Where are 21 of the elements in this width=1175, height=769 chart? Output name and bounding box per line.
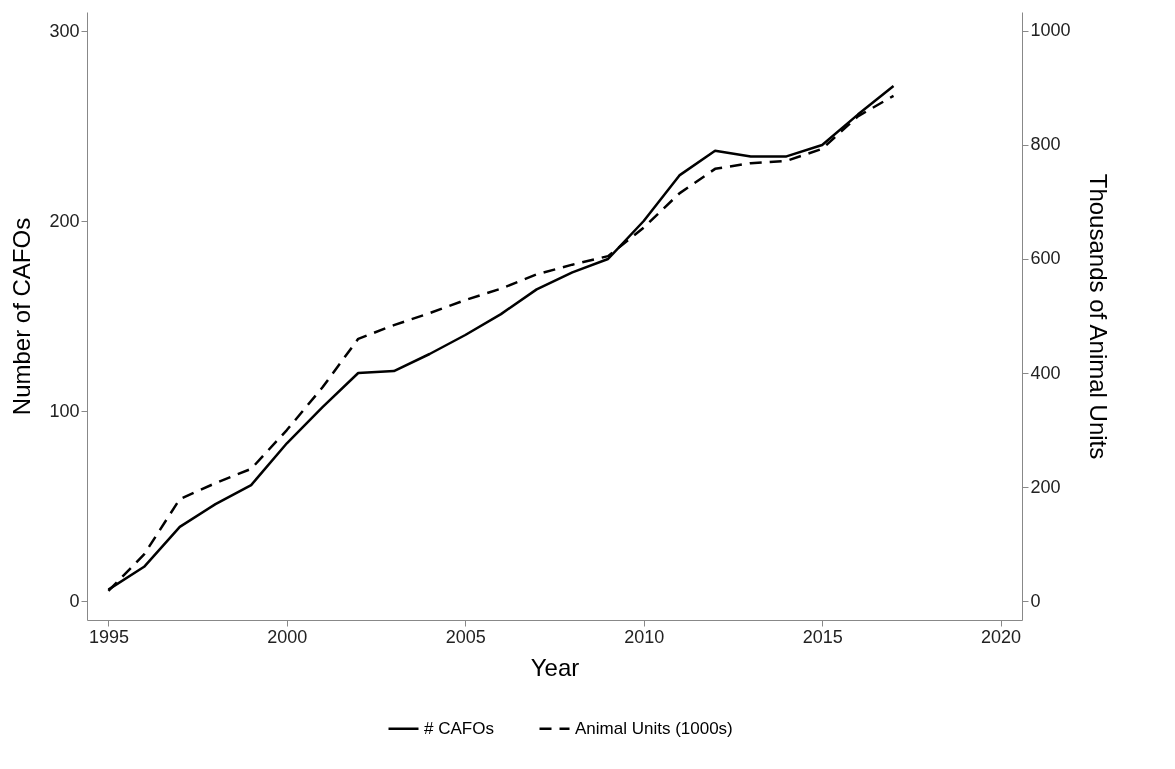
y2-axis-title: Thousands of Animal Units	[1084, 173, 1112, 460]
y2-tick-label: 600	[1030, 248, 1061, 269]
y-tick-label: 300	[49, 20, 80, 41]
y2-tick-label: 400	[1030, 362, 1061, 383]
y-tick-label: 100	[49, 400, 80, 421]
legend-label: # CAFOs	[424, 718, 494, 738]
x-tick-label: 2010	[624, 626, 665, 647]
y-tick-label: 200	[49, 210, 80, 231]
x-tick-label: 2020	[981, 626, 1022, 647]
y2-tick-label: 200	[1030, 476, 1061, 497]
legend-label: Animal Units (1000s)	[575, 718, 733, 738]
y2-tick-label: 0	[1030, 590, 1041, 611]
y2-tick-label: 800	[1030, 134, 1061, 155]
y-axis-title: Number of CAFOs	[8, 217, 36, 416]
y-tick-label: 0	[69, 590, 80, 611]
x-tick-label: 2015	[802, 626, 843, 647]
x-tick-label: 1995	[88, 626, 129, 647]
y2-tick-label: 1000	[1030, 20, 1071, 41]
x-tick-label: 2005	[445, 626, 486, 647]
x-tick-label: 2000	[267, 626, 308, 647]
x-axis-title: Year	[530, 653, 580, 681]
